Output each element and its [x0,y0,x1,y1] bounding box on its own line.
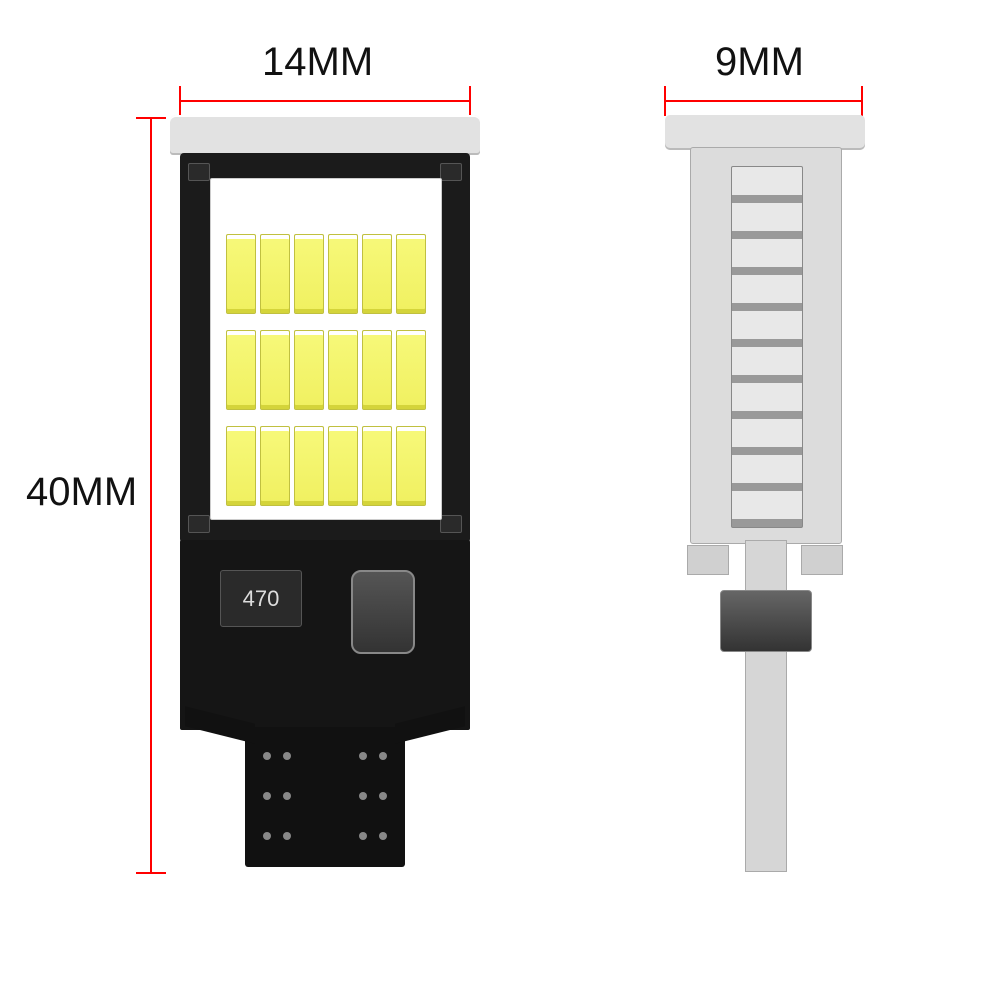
pin-dot [359,792,367,800]
pin-dot [379,752,387,760]
pin-dot [379,832,387,840]
led-grid [226,234,426,516]
side-upper-body [690,147,842,544]
side-clip [801,545,843,575]
front-view: 470 [160,115,490,875]
dim-line-width [180,100,470,102]
front-upper-body [180,153,470,543]
side-clip [687,545,729,575]
pin-dot [263,792,271,800]
pin-dot [379,792,387,800]
side-top-cap [665,115,865,150]
dim-line-depth [665,100,863,102]
led-chip [362,330,392,410]
pin-dot [359,752,367,760]
side-component [720,590,812,652]
led-chip [396,330,426,410]
led-chip [328,330,358,410]
led-chip [226,330,256,410]
front-lower-pcb: 470 [180,540,470,730]
dim-tick [861,86,863,116]
led-board [210,178,442,520]
led-chip [294,330,324,410]
led-chip [260,330,290,410]
pin-dot [283,752,291,760]
resistor-chip: 470 [220,570,302,627]
dim-tick [664,86,666,116]
led-chip [328,234,358,314]
led-chip [396,426,426,506]
led-chip [294,234,324,314]
depth-label: 9MM [715,40,804,85]
pin-dot [359,832,367,840]
side-led-strip [731,166,803,528]
dim-tick [469,86,471,116]
height-label: 40MM [26,470,137,515]
smd-component [351,570,415,654]
led-chip [260,426,290,506]
pin-dot [283,832,291,840]
pin-dot [263,832,271,840]
pin-dot [263,752,271,760]
led-chip [396,234,426,314]
front-connector-base [245,727,405,867]
led-chip [328,426,358,506]
led-chip [226,234,256,314]
resistor-label: 470 [243,586,280,612]
clip [188,163,210,181]
led-chip [226,426,256,506]
clip [440,163,462,181]
clip [188,515,210,533]
front-top-cap [170,115,480,155]
pin-dot [283,792,291,800]
dim-line-height [150,118,152,873]
led-chip [362,234,392,314]
led-chip [294,426,324,506]
clip [440,515,462,533]
led-chip [260,234,290,314]
width-label: 14MM [262,40,373,85]
led-chip [362,426,392,506]
side-view [665,115,865,875]
dim-tick [179,86,181,116]
